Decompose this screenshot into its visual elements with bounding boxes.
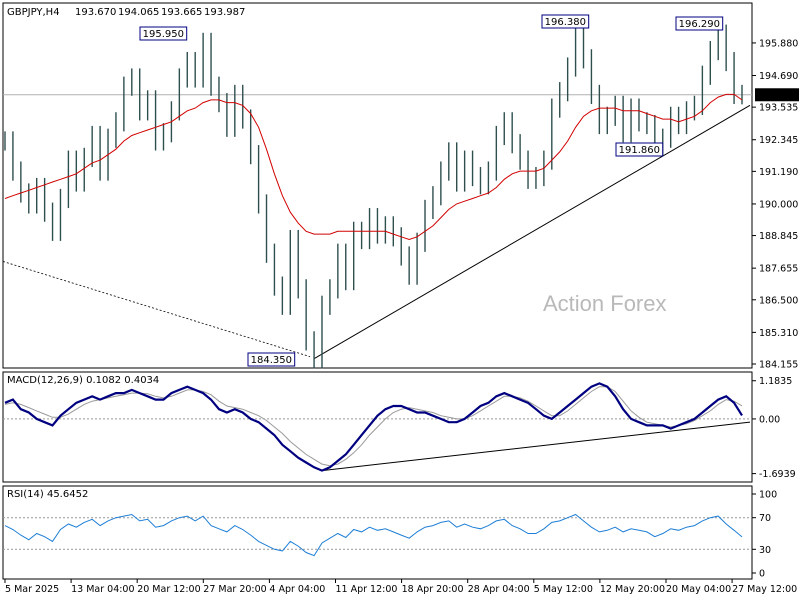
last-price-marker bbox=[755, 88, 799, 102]
price-y-tick-label: 195.880 bbox=[759, 38, 798, 49]
x-tick-label: 28 Apr 04:00 bbox=[468, 584, 530, 595]
rsi-y-tick-label: 30 bbox=[759, 545, 771, 556]
ohlc-value: 194.065 bbox=[118, 7, 159, 18]
price-annotation-box bbox=[139, 26, 188, 41]
price-y-tick-label: 194.690 bbox=[759, 71, 798, 82]
panel-frame bbox=[2, 371, 753, 483]
macd-y-tick-label: 0.00 bbox=[759, 414, 780, 425]
macd-title: MACD(12,26,9) 0.1082 0.4034 bbox=[7, 375, 159, 386]
price-y-tick-label: 187.655 bbox=[759, 264, 798, 275]
ohlc-value: 193.987 bbox=[204, 7, 245, 18]
price-y-tick-label: 190.000 bbox=[759, 199, 798, 210]
price-y-tick-label: 192.345 bbox=[759, 135, 798, 146]
chart-title: GBPJPY,H4 bbox=[7, 7, 60, 18]
prior-trendline bbox=[2, 261, 311, 358]
price-annotation-box bbox=[675, 16, 724, 31]
macd-y-tick-label: -1.6939 bbox=[759, 469, 796, 480]
x-tick-label: 4 Apr 04:00 bbox=[269, 584, 325, 595]
rsi-y-tick-label: 0 bbox=[759, 569, 765, 580]
macd-y-tick-label: 1.1835 bbox=[759, 376, 792, 387]
price-annotation: 196.380 bbox=[545, 17, 586, 28]
price-y-tick-label: 191.190 bbox=[759, 167, 798, 178]
price-annotation-box bbox=[615, 142, 664, 157]
price-y-tick-label: 186.500 bbox=[759, 295, 798, 306]
x-tick-label: 5 May 12:00 bbox=[534, 584, 593, 595]
price-annotation: 195.950 bbox=[143, 29, 184, 40]
x-tick-label: 27 Mar 20:00 bbox=[203, 584, 266, 595]
ohlc-value: 193.670 bbox=[75, 7, 116, 18]
macd-line bbox=[4, 382, 743, 472]
price-annotation: 191.860 bbox=[619, 145, 660, 156]
price-y-tick-label: 185.310 bbox=[759, 328, 798, 339]
x-tick-label: 27 May 12:00 bbox=[732, 584, 797, 595]
macd-signal-line bbox=[4, 386, 743, 467]
panel-frame bbox=[2, 2, 753, 369]
watermark: Action Forex bbox=[543, 291, 667, 316]
price-y-tick-label: 184.155 bbox=[759, 360, 798, 371]
x-tick-label: 20 May 04:00 bbox=[666, 584, 731, 595]
x-tick-label: 18 Apr 20:00 bbox=[402, 584, 464, 595]
x-tick-label: 5 Mar 2025 bbox=[5, 584, 59, 595]
x-tick-label: 11 Apr 12:00 bbox=[335, 584, 397, 595]
last-price-label: 193.987 bbox=[758, 90, 797, 101]
rsi-line bbox=[4, 513, 743, 557]
rsi-y-tick-label: 70 bbox=[759, 513, 771, 524]
rsi-y-tick-label: 100 bbox=[759, 490, 777, 501]
price-y-tick-label: 188.845 bbox=[759, 231, 798, 242]
price-annotation-box bbox=[247, 352, 296, 367]
price-annotation: 184.350 bbox=[251, 355, 292, 366]
price-y-tick-label: 193.535 bbox=[759, 103, 798, 114]
x-tick-label: 13 Mar 04:00 bbox=[71, 584, 134, 595]
support-trendline bbox=[313, 104, 751, 360]
moving-average-line bbox=[4, 93, 743, 241]
ohlc-value: 193.665 bbox=[161, 7, 202, 18]
price-annotation: 196.290 bbox=[679, 19, 720, 30]
price-annotation-box bbox=[541, 14, 590, 29]
panel-frame bbox=[2, 485, 753, 580]
x-tick-label: 20 Mar 12:00 bbox=[137, 584, 200, 595]
x-tick-label: 12 May 20:00 bbox=[600, 584, 665, 595]
macd-trendline bbox=[321, 421, 751, 472]
rsi-title: RSI(14) 45.6452 bbox=[7, 489, 88, 500]
